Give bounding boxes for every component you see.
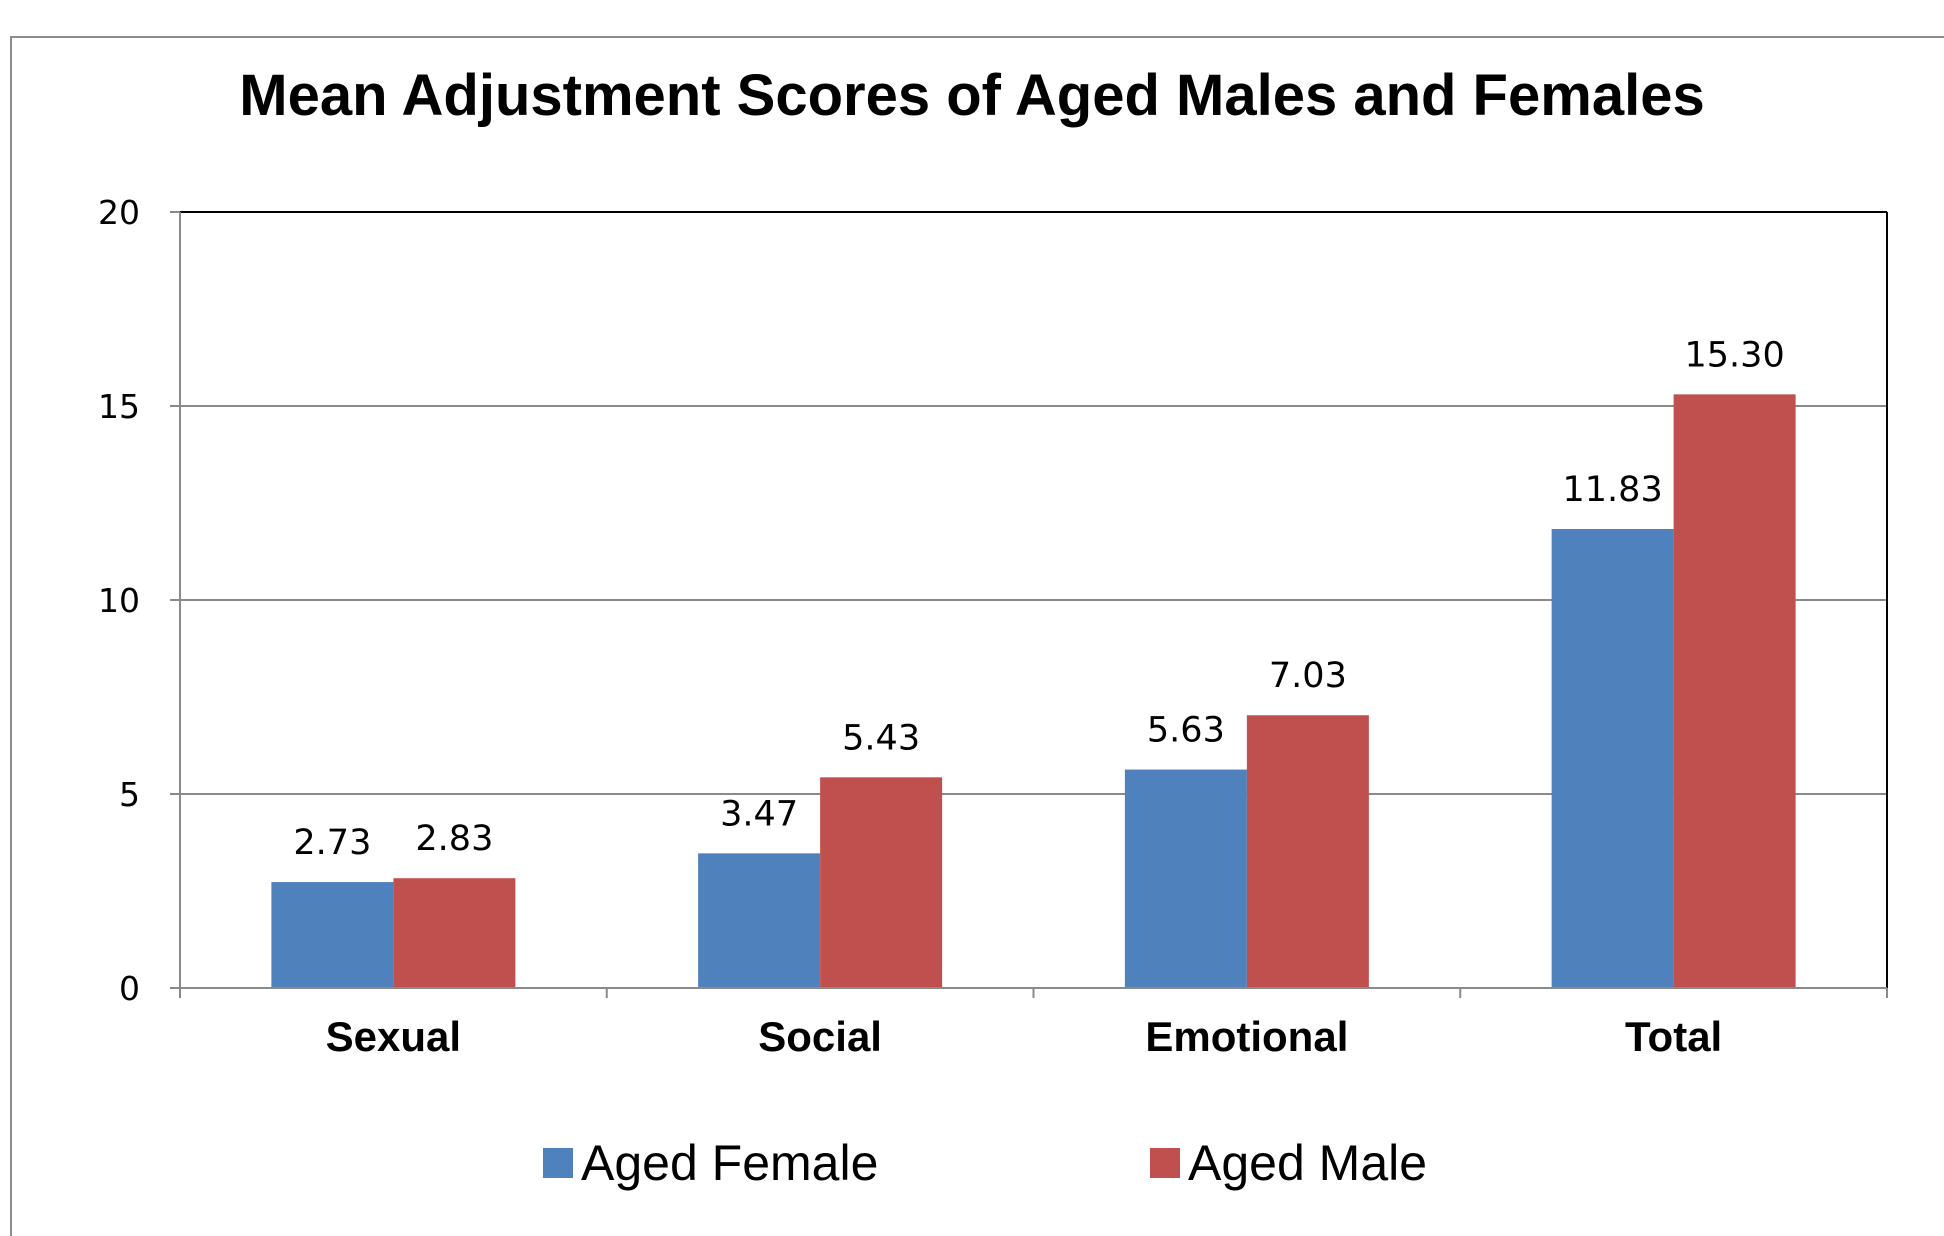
bar-aged-female-total bbox=[1551, 528, 1674, 988]
legend-swatch bbox=[1150, 1148, 1180, 1178]
data-label: 15.30 bbox=[1685, 335, 1785, 375]
y-tick-label: 5 bbox=[119, 775, 140, 814]
bar-aged-female-sexual bbox=[271, 882, 394, 988]
data-label: 2.73 bbox=[293, 823, 371, 863]
data-label: 5.43 bbox=[842, 718, 920, 758]
chart-title: Mean Adjustment Scores of Aged Males and… bbox=[239, 63, 1705, 128]
bar-aged-male-sexual bbox=[393, 878, 516, 988]
bar-aged-female-social bbox=[698, 853, 821, 988]
legend-item: Aged Female bbox=[543, 1130, 878, 1196]
axes bbox=[170, 211, 1888, 998]
y-tick-label: 15 bbox=[98, 387, 140, 426]
bar-aged-male-social bbox=[820, 777, 943, 988]
x-category-label: Sexual bbox=[326, 1013, 461, 1060]
bar-aged-male-emotional bbox=[1246, 715, 1369, 988]
legend-label: Aged Female bbox=[581, 1135, 879, 1191]
data-label: 2.83 bbox=[415, 819, 493, 859]
legend-label: Aged Male bbox=[1188, 1135, 1428, 1191]
data-label: 3.47 bbox=[720, 794, 798, 834]
y-tick-label: 20 bbox=[98, 193, 140, 232]
data-label: 11.83 bbox=[1563, 470, 1663, 510]
bar-aged-male-total bbox=[1673, 394, 1796, 988]
data-label: 5.63 bbox=[1147, 711, 1225, 751]
x-category-label: Total bbox=[1625, 1013, 1722, 1060]
chart-frame bbox=[10, 36, 1944, 1236]
legend-swatch bbox=[543, 1148, 573, 1178]
data-label: 7.03 bbox=[1269, 656, 1347, 696]
x-category-label: Social bbox=[758, 1013, 882, 1060]
y-tick-label: 10 bbox=[98, 581, 140, 620]
labels: 0 5 10 15 20 2.73 2.83 Sexual 3.47 5.43 Social 5.63… bbox=[98, 193, 1785, 1060]
bars bbox=[271, 394, 1796, 988]
y-tick-label: 0 bbox=[119, 969, 140, 1008]
chart-plot: 0 5 10 15 20 2.73 2.83 Sexual 3.47 5.43 Social 5.63… bbox=[98, 193, 1888, 1060]
bar-aged-female-emotional bbox=[1124, 769, 1247, 988]
x-category-label: Emotional bbox=[1145, 1013, 1348, 1060]
legend-item: Aged Male bbox=[1150, 1130, 1427, 1196]
legend: Aged Female Aged Male bbox=[0, 1130, 1944, 1196]
